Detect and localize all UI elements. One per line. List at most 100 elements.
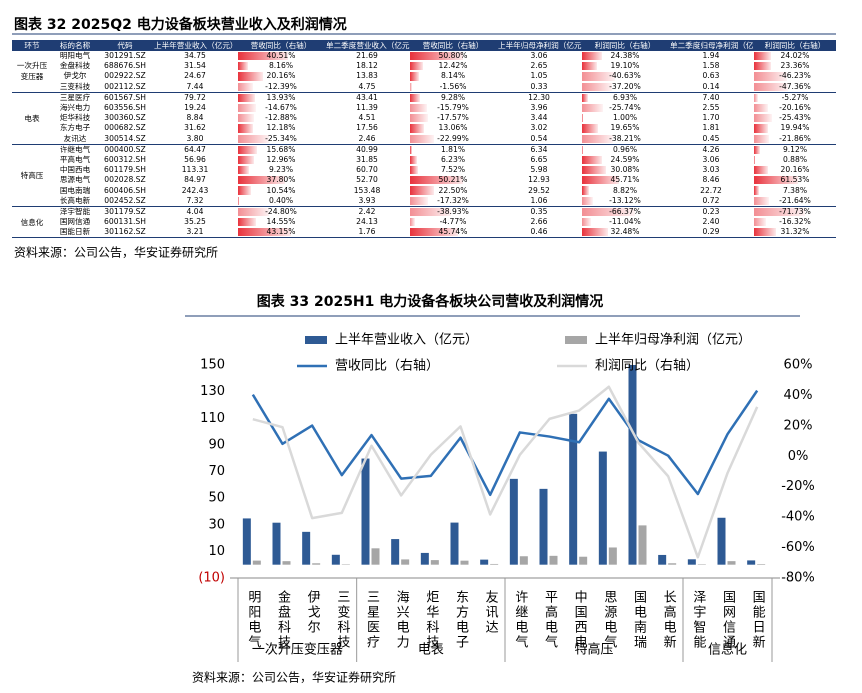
legend-label: 上半年归母净利润（亿元）: [595, 333, 751, 348]
cell: 明阳电气: [59, 51, 91, 61]
bar: [361, 458, 370, 565]
pct-cell: 31.32%: [754, 227, 836, 239]
header-cell: 营收同比（右轴）: [410, 40, 496, 51]
cell: 301291.SZ: [104, 51, 146, 61]
table-row: 友讯达 300514.SZ 3.80 -25.34% 2.46 -22.99% 0.54 -3…: [12, 133, 836, 145]
y-tick-label: 130: [200, 384, 225, 399]
cell: 6.65: [530, 154, 548, 164]
pct-cell: 37.80%: [238, 175, 324, 185]
x-tick-label: 平高电气: [542, 590, 558, 650]
y2-tick-label: 0%: [788, 449, 809, 464]
cell-text: 24.38%: [610, 51, 640, 61]
header-row: 环节 标的名称 代码 上半年营业收入（亿元） 营收同比（右轴） 单二季度营业收入（亿元）营…: [12, 40, 836, 51]
pct-cell: -12.39%: [238, 81, 324, 93]
cell: 0.45: [668, 133, 754, 145]
data-bar: [754, 207, 805, 216]
data-bar: [410, 166, 418, 175]
bar: [490, 563, 499, 565]
cell-text: 0.88%: [782, 154, 808, 164]
cell-text: -47.36%: [779, 81, 811, 91]
bar: [638, 525, 647, 565]
cell-text: 9.12%: [782, 144, 808, 154]
cell: 2.66: [530, 217, 548, 227]
table-row: 特高压 许继电气 000400.SZ 64.47 15.68% 40.99 1.81% 6.3…: [12, 144, 836, 207]
bar: [757, 564, 766, 565]
cell-text: -21.86%: [779, 133, 811, 143]
cell-text: 22.50%: [438, 185, 468, 195]
pct-cell: -66.37%: [582, 206, 668, 217]
cell: 12.93: [528, 175, 550, 185]
cell-text: 61.53%: [780, 175, 810, 185]
pct-cell: 13.06%: [410, 123, 496, 133]
data-bar: [238, 124, 254, 133]
cell: 国网信通: [59, 217, 91, 227]
table-row: 中国西电 601179.SH 113.31 9.23% 60.70 7.52% 5.98 30…: [12, 165, 836, 175]
bar: [549, 555, 558, 565]
cell-text: 15.68%: [266, 144, 296, 154]
cell: 688676.SH: [104, 61, 146, 71]
header-cell: 利润同比（右轴）: [754, 40, 836, 51]
cell: 31.85: [356, 154, 378, 164]
bar: [312, 563, 321, 565]
line: [252, 385, 759, 559]
cell: 4.26: [702, 144, 720, 154]
bar: [371, 548, 380, 565]
pct-cell: -13.12%: [582, 195, 668, 207]
data-bar: [582, 155, 602, 165]
pct-cell: -20.16%: [754, 103, 836, 113]
cell: 40.99: [356, 144, 378, 154]
pct-cell: 12.18%: [238, 123, 324, 133]
data-bar: [754, 166, 769, 175]
pct-cell: 45.71%: [582, 175, 668, 185]
pct-cell: 22.50%: [410, 185, 496, 195]
data-bar: [582, 166, 607, 175]
y-tick-label: 110: [200, 411, 225, 426]
cell: 11.39: [356, 103, 378, 113]
pct-cell: -37.20%: [582, 81, 668, 93]
x-tick-label: 泽宇智能: [690, 590, 706, 650]
bar: [460, 560, 469, 565]
pct-cell: -12.88%: [238, 113, 324, 123]
header-cell: 单二季度营业收入（亿元）: [324, 40, 410, 51]
bar: [668, 563, 677, 565]
header-cell: 环节: [12, 40, 52, 51]
data-bar: [754, 134, 770, 143]
cell-text: -46.23%: [779, 71, 811, 81]
x-tick-label: 长高电新: [661, 590, 677, 650]
cell-text: -40.63%: [609, 71, 641, 81]
cell-text: 1.81%: [440, 144, 466, 154]
data-bar: [238, 186, 252, 195]
data-bar: [238, 218, 256, 227]
x-tick-label: 海兴电力: [394, 590, 410, 650]
pct-cell: 30.08%: [582, 165, 668, 175]
cell-text: 30.08%: [610, 165, 640, 175]
pct-cell: 20.16%: [238, 71, 324, 81]
cell-text: -16.32%: [779, 217, 811, 227]
pct-cell: 61.53%: [754, 175, 836, 185]
cell: 3.02: [530, 123, 548, 133]
data-bar: [410, 134, 435, 143]
y-tick-label: 30: [208, 517, 225, 532]
y-tick-label: 70: [208, 464, 225, 479]
table-row: 信息化 泽宇智能 301179.SZ 4.04 -24.80% 2.42 -38.93% 0.…: [12, 206, 836, 239]
data-bar: [582, 124, 598, 133]
cell: 000400.SZ: [104, 144, 146, 154]
cell-text: 0.96%: [612, 144, 638, 154]
data-bar: [238, 228, 292, 237]
pct-cell: 6.23%: [410, 155, 496, 165]
cell: 242.43: [181, 185, 209, 195]
cell-text: -1.56%: [439, 81, 467, 91]
table-row: 东方电子 000682.SZ 31.62 12.18% 17.56 13.06% 3.02 1…: [12, 123, 836, 133]
pct-cell: -47.36%: [754, 81, 836, 93]
cell: 17.56: [356, 123, 378, 133]
legend-swatch: [305, 336, 327, 344]
cell: 3.93: [324, 195, 410, 207]
cell: 35.25: [184, 217, 206, 227]
cell: 3.44: [530, 113, 548, 123]
cell-text: -22.99%: [437, 133, 469, 143]
data-bar: [582, 52, 602, 61]
data-bar: [410, 186, 434, 195]
cell-text: 13.06%: [438, 123, 468, 133]
cell: 79.72: [184, 92, 206, 102]
cell-text: -17.57%: [437, 113, 469, 123]
